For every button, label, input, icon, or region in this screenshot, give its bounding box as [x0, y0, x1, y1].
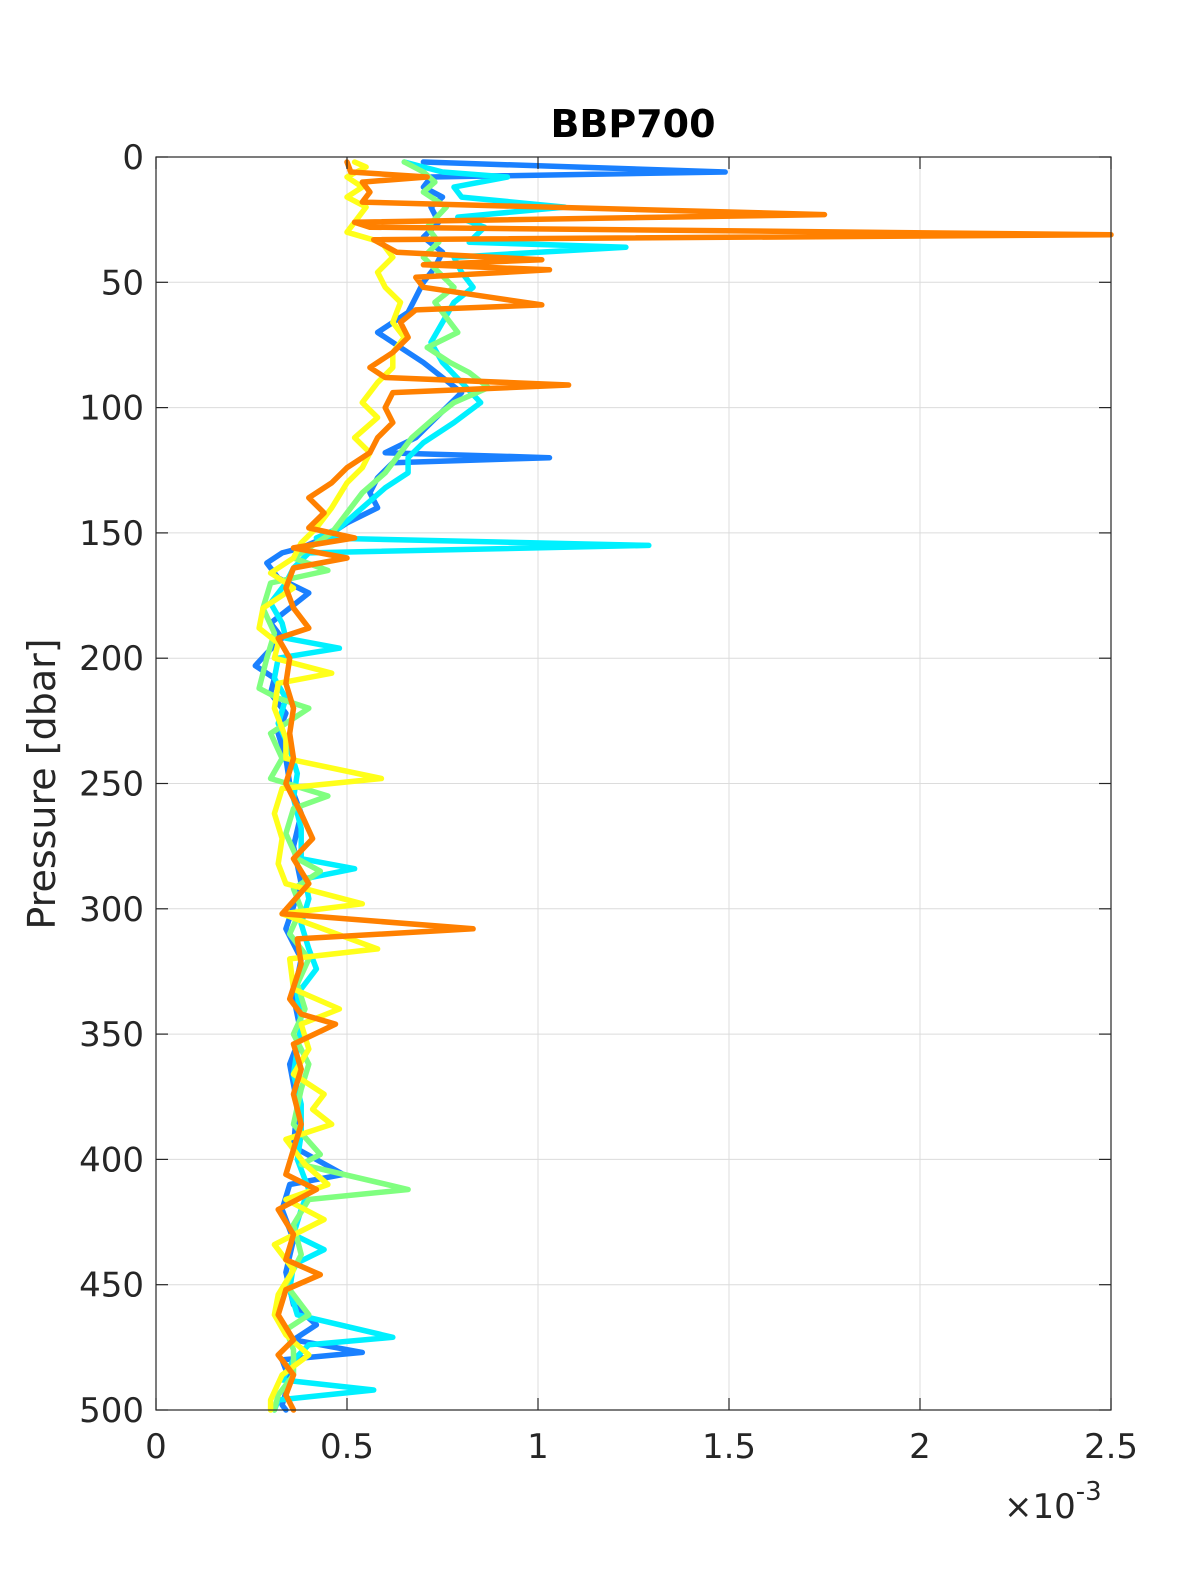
x-axis-multiplier-base: ×10	[1004, 1487, 1076, 1527]
x-axis-multiplier-exponent: -3	[1076, 1477, 1102, 1507]
x-tick-labels: 0 0.5 1 1.5 2 2.5	[145, 1427, 1138, 1467]
y-tick-label: 400	[79, 1140, 144, 1180]
y-tick-label: 200	[79, 639, 144, 679]
y-tick-label: 150	[79, 514, 144, 554]
y-tick-label: 250	[79, 765, 144, 805]
series-line-5	[275, 159, 1114, 1413]
x-tick-label: 0.5	[320, 1427, 374, 1467]
series-line-4	[256, 159, 408, 1413]
x-axis-multiplier: ×10-3	[1004, 1477, 1102, 1527]
chart-title: BBP700	[550, 102, 715, 146]
y-tick-label: 350	[79, 1015, 144, 1055]
grid	[155, 156, 1112, 1411]
x-tick-label: 1	[527, 1427, 549, 1467]
y-axis-label: Pressure [dbar]	[20, 638, 64, 929]
series-group	[252, 159, 1114, 1413]
x-tick-label: 2	[909, 1427, 931, 1467]
x-tick-label: 1.5	[702, 1427, 756, 1467]
y-tick-label: 500	[79, 1391, 144, 1431]
x-tick-label: 2.5	[1084, 1427, 1138, 1467]
x-tick-label: 0	[145, 1427, 167, 1467]
y-tick-label: 450	[79, 1266, 144, 1306]
y-tick-label: 50	[101, 263, 144, 303]
series-line-3	[256, 159, 492, 1413]
y-tick-label: 300	[79, 890, 144, 930]
y-tick-labels: 0 50 100 150 200 250 300 350 400 450 500	[79, 138, 144, 1431]
tick-marks	[155, 156, 1112, 1411]
y-tick-label: 0	[122, 138, 144, 178]
y-tick-label: 100	[79, 389, 144, 429]
